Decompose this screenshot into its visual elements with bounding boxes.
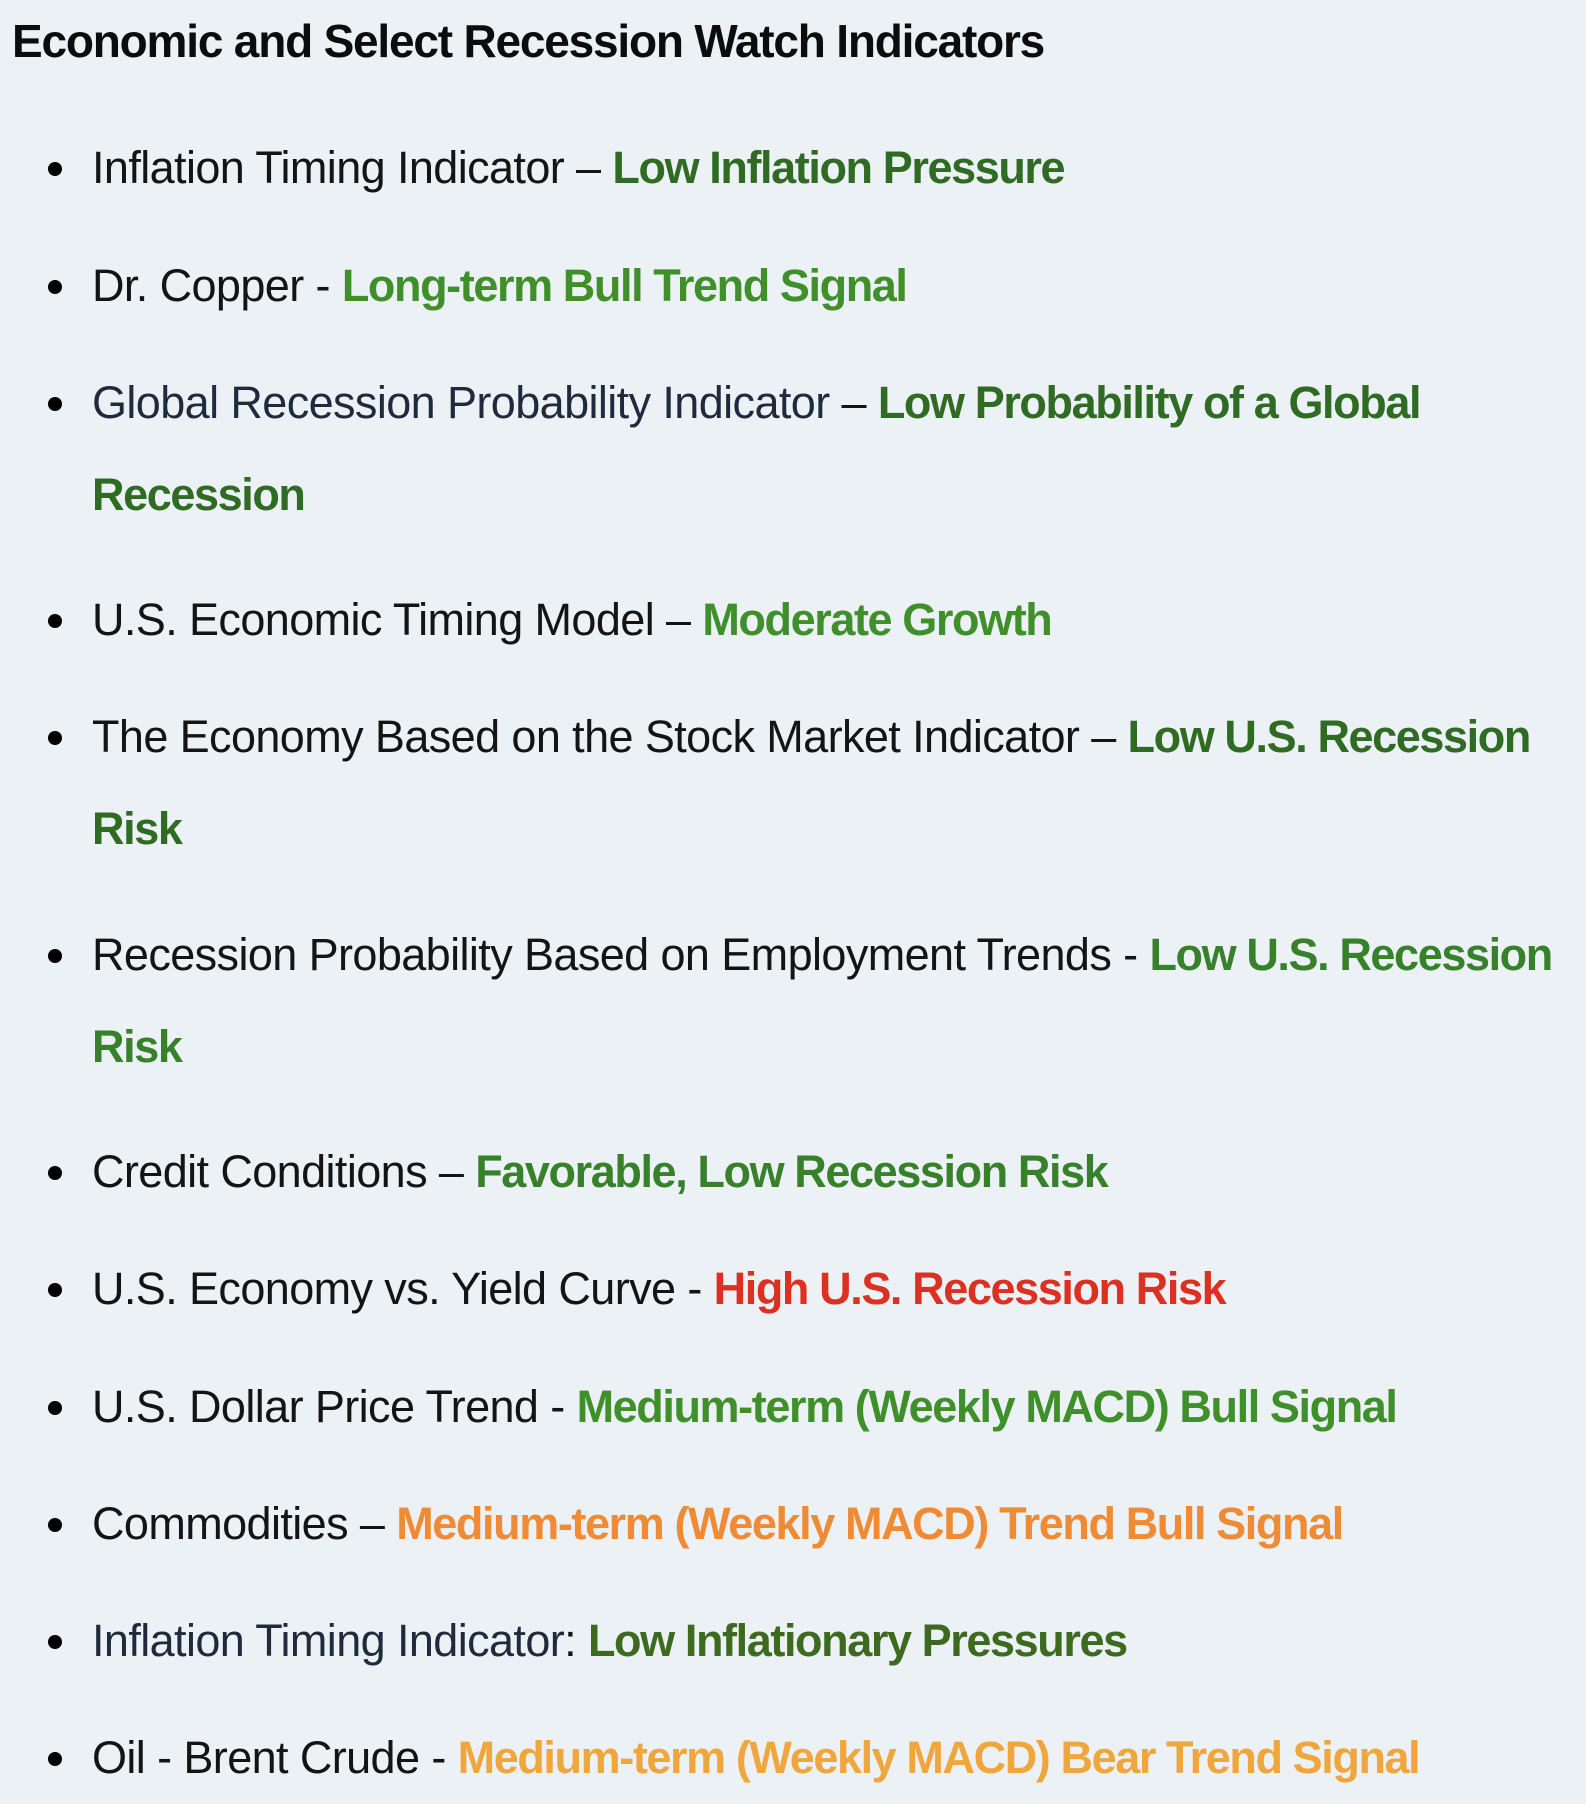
list-item: Oil - Brent Crude - Medium-term (Weekly … — [48, 1712, 1562, 1804]
indicator-separator: – — [347, 1498, 397, 1549]
bullet-icon — [48, 1752, 62, 1766]
bullet-icon — [48, 280, 62, 294]
list-item: Inflation Timing Indicator – Low Inflati… — [48, 122, 1562, 214]
bullet-icon — [48, 1401, 62, 1415]
indicator-separator: - — [538, 1381, 577, 1432]
indicator-status: Moderate Growth — [702, 594, 1052, 645]
indicator-status: High U.S. Recession Risk — [713, 1263, 1227, 1314]
bullet-icon — [48, 1518, 62, 1532]
list-item: Inflation Timing Indicator: Low Inflatio… — [48, 1595, 1562, 1687]
list-item: Recession Probability Based on Employmen… — [48, 909, 1562, 1093]
indicator-label: Global Recession Probability Indicator — [92, 377, 830, 428]
bullet-icon — [48, 162, 62, 176]
indicator-separator: – — [1079, 711, 1128, 762]
indicator-status: Medium-term (Weekly MACD) Bull Signal — [576, 1381, 1398, 1432]
bullet-icon — [48, 614, 62, 628]
indicator-status: Medium-term (Weekly MACD) Bear Trend Sig… — [457, 1732, 1421, 1783]
bullet-icon — [48, 1635, 62, 1649]
bullet-icon — [48, 1166, 62, 1180]
indicator-label: Oil - Brent Crude — [92, 1732, 420, 1783]
indicator-separator: - — [675, 1263, 714, 1314]
list-item: U.S. Economy vs. Yield Curve - High U.S.… — [48, 1243, 1562, 1335]
indicator-separator: - — [303, 260, 342, 311]
indicator-separator: – — [564, 142, 613, 193]
indicator-status: Low Probability of a Global Recession — [92, 377, 1421, 520]
indicator-status: Low U.S. Recession Risk — [92, 711, 1531, 854]
bullet-icon — [48, 949, 62, 963]
indicator-status: Low U.S. Recession Risk — [92, 929, 1553, 1072]
indicator-label: The Economy Based on the Stock Market In… — [92, 711, 1080, 762]
list-item: The Economy Based on the Stock Market In… — [48, 691, 1562, 875]
indicator-status: Medium-term (Weekly MACD) Trend Bull Sig… — [396, 1498, 1344, 1549]
indicator-label: Recession Probability Based on Employmen… — [92, 929, 1112, 980]
indicator-label: Commodities — [92, 1498, 349, 1549]
indicator-label: Inflation Timing Indicator — [92, 142, 565, 193]
indicator-label: U.S. Dollar Price Trend — [92, 1381, 539, 1432]
indicator-status: Long-term Bull Trend Signal — [341, 260, 908, 311]
indicator-separator: – — [426, 1146, 476, 1197]
indicator-separator: - — [1111, 929, 1150, 980]
list-item: Credit Conditions – Favorable, Low Reces… — [48, 1126, 1562, 1218]
list-item: Global Recession Probability Indicator –… — [48, 357, 1562, 541]
indicator-label: Dr. Copper — [92, 260, 304, 311]
list-item: Commodities – Medium-term (Weekly MACD) … — [48, 1478, 1562, 1570]
indicator-separator: - — [419, 1732, 458, 1783]
indicator-separator: – — [829, 377, 878, 428]
indicator-separator: : — [564, 1615, 588, 1666]
indicator-separator: – — [654, 594, 703, 645]
page-title: Economic and Select Recession Watch Indi… — [12, 15, 1045, 67]
indicator-label: U.S. Economy vs. Yield Curve — [92, 1263, 676, 1314]
indicator-status: Low Inflation Pressure — [612, 142, 1065, 193]
list-item: U.S. Dollar Price Trend - Medium-term (W… — [48, 1361, 1562, 1453]
indicator-status: Favorable, Low Recession Risk — [475, 1146, 1109, 1197]
bullet-icon — [48, 397, 62, 411]
indicator-label: Inflation Timing Indicator — [92, 1615, 565, 1666]
indicator-label: U.S. Economic Timing Model — [92, 594, 655, 645]
indicator-status: Low Inflationary Pressures — [587, 1615, 1128, 1666]
list-item: U.S. Economic Timing Model – Moderate Gr… — [48, 574, 1562, 666]
bullet-icon — [48, 1283, 62, 1297]
list-item: Dr. Copper - Long-term Bull Trend Signal — [48, 240, 1562, 332]
bullet-icon — [48, 731, 62, 745]
indicator-label: Credit Conditions — [92, 1146, 428, 1197]
